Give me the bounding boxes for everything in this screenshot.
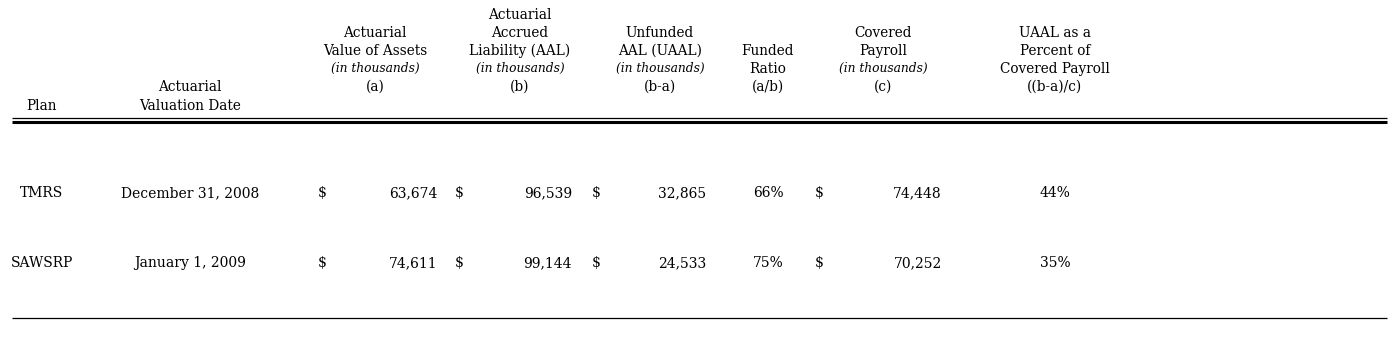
Text: 70,252: 70,252 — [894, 256, 942, 270]
Text: Actuarial: Actuarial — [488, 8, 551, 22]
Text: Valuation Date: Valuation Date — [139, 99, 241, 113]
Text: Liability (AAL): Liability (AAL) — [470, 44, 571, 58]
Text: Covered Payroll: Covered Payroll — [1000, 62, 1109, 76]
Text: Funded: Funded — [741, 44, 795, 58]
Text: $: $ — [455, 186, 464, 200]
Text: Payroll: Payroll — [859, 44, 907, 58]
Text: Ratio: Ratio — [750, 62, 786, 76]
Text: Plan: Plan — [27, 99, 57, 113]
Text: 96,539: 96,539 — [523, 186, 572, 200]
Text: $: $ — [816, 186, 824, 200]
Text: 63,674: 63,674 — [390, 186, 438, 200]
Text: UAAL as a: UAAL as a — [1018, 26, 1091, 40]
Text: Actuarial: Actuarial — [158, 80, 222, 94]
Text: ((b-a)/c): ((b-a)/c) — [1027, 80, 1083, 94]
Text: Accrued: Accrued — [491, 26, 548, 40]
Text: (a): (a) — [365, 80, 385, 94]
Text: 99,144: 99,144 — [523, 256, 572, 270]
Text: $: $ — [318, 186, 327, 200]
Text: 75%: 75% — [753, 256, 783, 270]
Text: 74,448: 74,448 — [894, 186, 942, 200]
Text: 24,533: 24,533 — [658, 256, 706, 270]
Text: 44%: 44% — [1039, 186, 1070, 200]
Text: 32,865: 32,865 — [658, 186, 706, 200]
Text: $: $ — [592, 186, 602, 200]
Text: (c): (c) — [874, 80, 893, 94]
Text: $: $ — [816, 256, 824, 270]
Text: Unfunded: Unfunded — [625, 26, 694, 40]
Text: TMRS: TMRS — [21, 186, 63, 200]
Text: Value of Assets: Value of Assets — [323, 44, 427, 58]
Text: (in thousands): (in thousands) — [616, 62, 704, 75]
Text: SAWSRP: SAWSRP — [11, 256, 73, 270]
Text: (in thousands): (in thousands) — [838, 62, 928, 75]
Text: AAL (UAAL): AAL (UAAL) — [618, 44, 702, 58]
Text: Covered: Covered — [855, 26, 912, 40]
Text: (b-a): (b-a) — [644, 80, 676, 94]
Text: 74,611: 74,611 — [389, 256, 438, 270]
Text: (in thousands): (in thousands) — [330, 62, 420, 75]
Text: January 1, 2009: January 1, 2009 — [134, 256, 246, 270]
Text: December 31, 2008: December 31, 2008 — [120, 186, 259, 200]
Text: (a/b): (a/b) — [751, 80, 783, 94]
Text: $: $ — [318, 256, 327, 270]
Text: $: $ — [455, 256, 464, 270]
Text: (b): (b) — [511, 80, 530, 94]
Text: (in thousands): (in thousands) — [476, 62, 564, 75]
Text: $: $ — [592, 256, 602, 270]
Text: 35%: 35% — [1039, 256, 1070, 270]
Text: Percent of: Percent of — [1020, 44, 1090, 58]
Text: 66%: 66% — [753, 186, 783, 200]
Text: Actuarial: Actuarial — [343, 26, 407, 40]
